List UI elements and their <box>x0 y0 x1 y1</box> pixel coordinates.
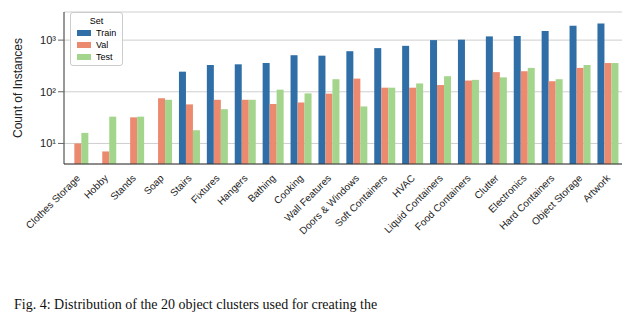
svg-text:Cooking: Cooking <box>271 172 306 207</box>
svg-text:Food Containers: Food Containers <box>413 172 473 232</box>
html-text:Set: Set <box>89 16 104 26</box>
svg-text:Artwork: Artwork <box>581 172 613 204</box>
html-text:Fig. 4: Distribution of the 20: Fig. 4: Distribution of the 20 object cl… <box>14 297 378 312</box>
svg-text:10¹: 10¹ <box>40 137 56 149</box>
svg-text:Stands: Stands <box>108 172 138 202</box>
svg-text:Doors & Windows: Doors & Windows <box>297 172 362 237</box>
html-text:Train: Train <box>96 28 117 38</box>
svg-text:10²: 10² <box>40 86 56 98</box>
svg-text:Liquid Containers: Liquid Containers <box>382 172 445 236</box>
svg-text:Clothes Storage: Clothes Storage <box>24 172 83 231</box>
svg-text:Stairs: Stairs <box>168 172 194 198</box>
svg-text:Clutter: Clutter <box>472 172 501 202</box>
svg-text:Object Storage: Object Storage <box>529 172 584 227</box>
svg-text:Electronics: Electronics <box>486 172 529 215</box>
html-text:Test: Test <box>96 52 113 62</box>
svg-text:Count of Instances: Count of Instances <box>11 38 25 138</box>
svg-text:Bathing: Bathing <box>245 172 278 205</box>
html-text:Val: Val <box>96 40 109 50</box>
svg-text:Hobby: Hobby <box>82 172 110 200</box>
svg-text:Hangers: Hangers <box>215 172 250 207</box>
svg-text:Hard Containers: Hard Containers <box>497 172 557 232</box>
svg-text:Wall Features: Wall Features <box>282 172 333 223</box>
svg-text:Fixtures: Fixtures <box>188 172 222 206</box>
svg-text:Soft Containers: Soft Containers <box>333 172 390 229</box>
svg-text:HVAC: HVAC <box>390 172 417 200</box>
svg-text:10³: 10³ <box>40 34 56 46</box>
svg-text:Soap: Soap <box>142 172 167 197</box>
